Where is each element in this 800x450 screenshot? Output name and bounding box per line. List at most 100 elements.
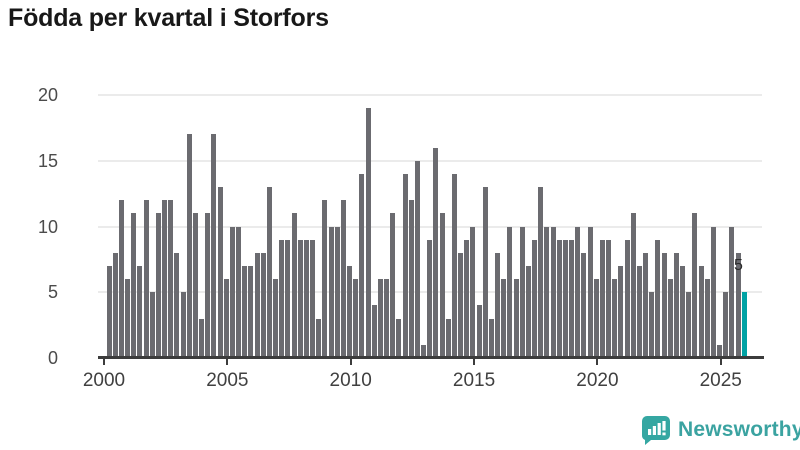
bar — [710, 226, 716, 358]
bar — [149, 292, 155, 358]
x-axis-tick — [226, 359, 229, 365]
bar — [359, 173, 365, 358]
newsworthy-wordmark: Newsworthy — [678, 418, 800, 441]
bar — [303, 239, 309, 358]
bar — [538, 187, 544, 358]
y-axis-tick-label: 0 — [47, 348, 58, 368]
bar — [236, 226, 242, 358]
bar — [217, 187, 223, 358]
bar — [612, 279, 618, 358]
bar — [593, 279, 599, 358]
bar — [729, 226, 735, 358]
bar — [273, 279, 279, 358]
bar — [495, 252, 501, 358]
bar — [445, 318, 451, 358]
bar — [340, 200, 346, 358]
bar — [248, 265, 254, 358]
bar — [667, 279, 673, 358]
bar — [211, 134, 217, 358]
bar — [316, 318, 322, 358]
bar — [735, 252, 741, 358]
x-axis-tick-label: 2025 — [699, 370, 742, 391]
bar — [168, 200, 174, 358]
bar — [112, 252, 118, 358]
bar — [396, 318, 402, 358]
bar — [180, 292, 186, 358]
bar — [519, 226, 525, 358]
x-axis-tick — [719, 359, 722, 365]
bar — [661, 252, 667, 358]
bar — [575, 226, 581, 358]
bar — [192, 213, 198, 358]
bar — [673, 252, 679, 358]
bar — [155, 213, 161, 358]
bar — [649, 292, 655, 358]
x-axis-tick — [349, 359, 352, 365]
bar — [544, 226, 550, 358]
x-axis-tick — [473, 359, 476, 365]
bar — [482, 187, 488, 358]
bar — [692, 213, 698, 358]
x-axis-tick-label: 2005 — [206, 370, 249, 391]
bar — [365, 108, 371, 358]
bar — [390, 213, 396, 358]
x-axis-tick-label: 2020 — [576, 370, 619, 391]
bar — [242, 265, 248, 358]
bar — [205, 213, 211, 358]
bar — [458, 252, 464, 358]
y-axis-tick-label: 15 — [37, 150, 58, 171]
bar — [451, 173, 457, 358]
bar — [723, 292, 729, 358]
bar — [636, 265, 642, 358]
y-axis-tick-label: 5 — [47, 282, 58, 303]
bar — [550, 226, 556, 358]
y-axis-tick-label: 10 — [37, 216, 58, 237]
newsworthy-logo: Newsworthy — [641, 415, 800, 445]
bar — [686, 292, 692, 358]
bar — [297, 239, 303, 358]
bar — [655, 239, 661, 358]
bar — [131, 213, 137, 358]
bar — [254, 252, 260, 358]
bar — [384, 279, 390, 358]
bar — [704, 279, 710, 358]
bar — [106, 265, 112, 358]
bar — [501, 279, 507, 358]
bar — [174, 252, 180, 358]
y-axis-tick-label: 20 — [37, 85, 58, 105]
bar — [402, 173, 408, 358]
bar — [587, 226, 593, 358]
bar — [334, 226, 340, 358]
bar — [125, 279, 130, 358]
bar — [470, 226, 476, 358]
bar — [408, 200, 414, 358]
bar — [279, 239, 285, 358]
x-axis-tick-label: 2010 — [329, 370, 372, 391]
x-axis-tick-label: 2000 — [82, 370, 126, 391]
bar — [581, 252, 587, 358]
highlight-bar — [741, 292, 747, 358]
x-axis-tick — [103, 359, 105, 365]
bar — [513, 279, 519, 358]
bar — [414, 160, 420, 358]
bar — [532, 239, 538, 358]
bar — [285, 239, 291, 358]
bar — [421, 344, 427, 358]
bar — [643, 252, 649, 358]
bar — [507, 226, 513, 358]
x-axis-tick — [596, 359, 599, 365]
highlight-value-label: 5 — [734, 257, 743, 274]
bar — [556, 239, 562, 358]
bar — [266, 187, 272, 358]
bar — [427, 239, 433, 358]
bar — [476, 305, 482, 358]
x-axis-tick-label: 2015 — [452, 370, 496, 391]
bar — [199, 318, 204, 358]
bar — [143, 200, 149, 358]
bar — [464, 239, 470, 358]
bar — [599, 239, 605, 358]
bar — [630, 213, 636, 358]
bar — [717, 344, 723, 358]
